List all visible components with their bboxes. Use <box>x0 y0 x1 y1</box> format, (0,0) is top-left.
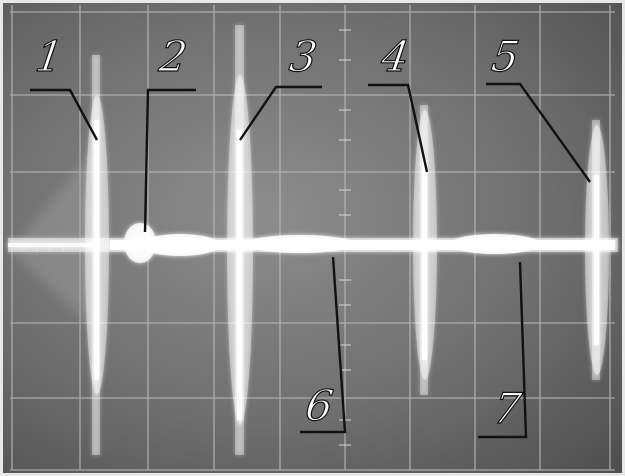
leader-5 <box>486 82 591 183</box>
leader-6 <box>300 256 347 434</box>
callout-label-5: 5 <box>488 31 523 81</box>
callout-label-3: 3 <box>286 31 321 81</box>
callout-label-7: 7 <box>490 383 525 433</box>
baseline-trace <box>8 223 618 263</box>
callout-label-2: 2 <box>156 31 191 81</box>
leader-lines <box>30 82 591 439</box>
pulse-4 <box>413 105 437 395</box>
leader-3 <box>239 85 322 141</box>
leader-2 <box>143 88 196 233</box>
pulse-5 <box>585 120 609 380</box>
pulse-1 <box>85 55 109 455</box>
pulse-bursts <box>85 25 609 455</box>
pulse-3 <box>227 25 253 455</box>
leader-1 <box>30 88 99 141</box>
graticule-grid <box>10 5 615 471</box>
leader-7 <box>478 261 528 439</box>
leader-4 <box>368 83 429 173</box>
callout-label-4: 4 <box>378 31 413 81</box>
